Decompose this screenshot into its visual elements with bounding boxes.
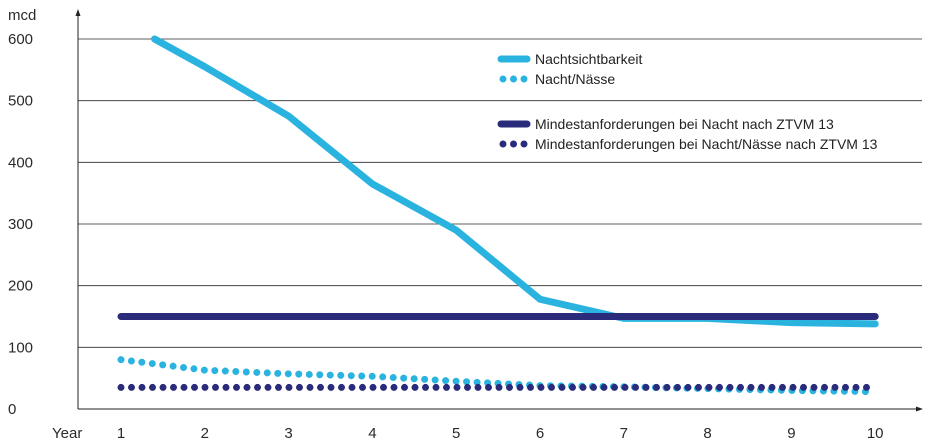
series-line-1 xyxy=(151,35,879,328)
legend-label-2: Nacht/Nässe xyxy=(535,71,615,87)
legend-label-1: Nachtsichtbarkeit xyxy=(535,51,642,67)
y-tick-label: 0 xyxy=(8,401,16,418)
x-tick-labels: 1 2 3 4 5 6 7 8 9 10 xyxy=(117,425,884,441)
x-tick-label: 9 xyxy=(787,425,795,441)
y-tick-label: 100 xyxy=(8,339,33,356)
y-tick-labels: 0 100 200 300 400 500 600 xyxy=(8,31,33,418)
x-tick-label: 6 xyxy=(536,425,544,441)
legend-label-4: Mindestanforderungen bei Nacht/Nässe nac… xyxy=(535,136,878,152)
y-tick-label: 300 xyxy=(8,216,33,233)
x-tick-label: 2 xyxy=(201,425,209,441)
y-tick-label: 400 xyxy=(8,154,33,171)
y-tick-label: 200 xyxy=(8,278,33,295)
y-axis-arrow xyxy=(75,9,81,16)
x-tick-label: 1 xyxy=(117,425,125,441)
x-axis-label: Year xyxy=(52,425,82,441)
legend: Nachtsichtbarkeit Nacht/Nässe Mindestanfor… xyxy=(497,51,878,152)
x-axis-arrow xyxy=(916,406,923,412)
legend-label-3: Mindestanforderungen bei Nacht nach ZTVM… xyxy=(535,116,834,132)
y-tick-label: 600 xyxy=(8,31,33,48)
series-lines xyxy=(117,35,879,396)
x-tick-label: 10 xyxy=(867,425,884,441)
x-tick-label: 3 xyxy=(284,425,292,441)
x-tick-label: 5 xyxy=(452,425,460,441)
grid-lines xyxy=(78,38,922,348)
y-tick-label: 500 xyxy=(8,93,33,110)
x-tick-label: 4 xyxy=(368,425,376,441)
y-axis-label: mcd xyxy=(8,7,36,24)
x-tick-label: 8 xyxy=(703,425,711,441)
axes xyxy=(75,9,923,412)
x-tick-label: 7 xyxy=(620,425,628,441)
